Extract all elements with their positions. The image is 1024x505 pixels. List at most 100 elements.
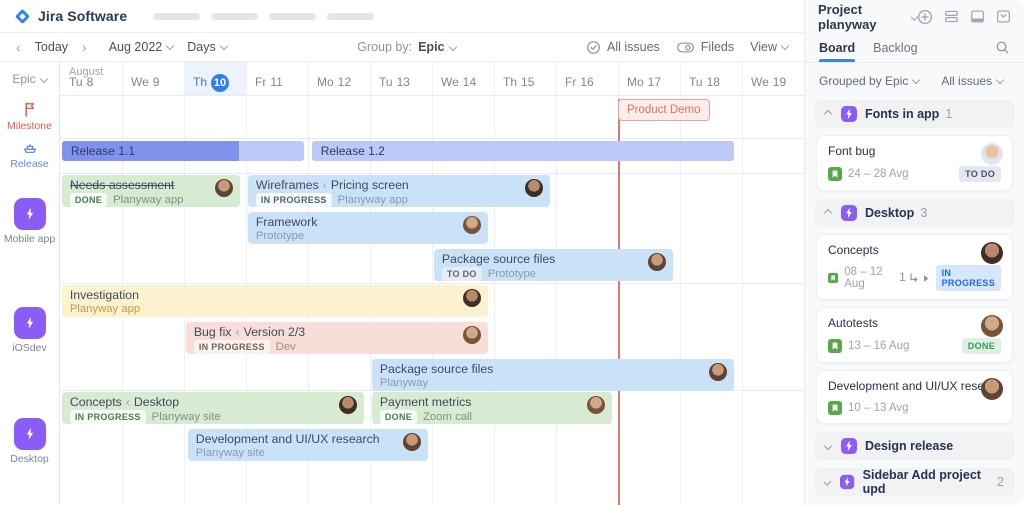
today-button[interactable]: Today — [34, 40, 69, 54]
day-header-cell[interactable]: Mo 17 — [618, 62, 680, 95]
day-header-cell[interactable]: Tu 8 — [60, 62, 122, 95]
epic-icon — [841, 106, 857, 122]
task-bar[interactable]: Development and UI/UX research Planyway s… — [187, 429, 429, 461]
group-row-milestone: Milestone — [0, 95, 59, 138]
task-subtitle: Planyway app — [69, 303, 141, 315]
release-ship-icon — [23, 143, 36, 153]
day-header-cell[interactable]: Mo 12 — [308, 62, 370, 95]
epic-icon — [841, 438, 857, 454]
all-issues-filter[interactable]: All issues — [606, 40, 660, 54]
status-badge: DONE — [961, 338, 1001, 354]
project-switcher[interactable]: Project planyway — [818, 1, 877, 32]
section-header-desktop[interactable]: Desktop 3 — [815, 199, 1014, 227]
status-badge: IN PROGRESS — [255, 193, 332, 207]
issue-card[interactable]: Font bug 24 – 28 Avg TO DO — [816, 135, 1013, 191]
task-bar[interactable]: Framework Prototype — [247, 212, 488, 244]
task-bar[interactable]: Wireframes ‹ Pricing screen IN PROGRESS Plan… — [247, 175, 550, 207]
day-weekday: We — [131, 75, 149, 89]
filter-dropdown-grouped-by-epic[interactable]: Grouped by Epic — [819, 74, 921, 88]
task-bar[interactable]: Bug fix ‹ Version 2/3 IN PROGRESS Dev — [185, 322, 488, 354]
add-button[interactable] — [917, 9, 933, 25]
group-label: Desktop — [10, 452, 49, 465]
day-header-cell[interactable]: Fr 16 — [556, 62, 618, 95]
day-weekday: Fr — [255, 75, 267, 89]
task-meta-row: DONE Planyway app — [69, 193, 232, 207]
next-arrow[interactable]: › — [82, 39, 87, 55]
section-count: 3 — [920, 206, 928, 220]
assignee-avatar — [462, 216, 481, 234]
task-bar[interactable]: Payment metrics DONE Zoom call — [371, 392, 612, 424]
group-label: Release — [10, 157, 49, 170]
card-avatar — [981, 315, 1003, 337]
view-dropdown[interactable]: View — [750, 40, 790, 54]
prev-arrow[interactable]: ‹ — [16, 39, 21, 55]
task-title: Bug fix ‹ Version 2/3 — [193, 325, 306, 339]
chevron-down-icon — [39, 74, 48, 83]
grid-row-line — [0, 95, 804, 96]
day-header-cell[interactable]: Th 15 — [494, 62, 556, 95]
fields-button[interactable]: Fileds — [700, 40, 735, 54]
task-bar[interactable]: Investigation Planyway app — [61, 285, 488, 317]
epic-column-header[interactable]: Epic — [0, 62, 59, 95]
filter-dropdown-all-issues[interactable]: All issues — [941, 74, 1005, 88]
assignee-avatar — [462, 326, 481, 344]
task-bar[interactable]: Concepts ‹ Desktop IN PROGRESS Planyway site — [61, 392, 364, 424]
day-header-cell[interactable]: Fr 11 — [246, 62, 308, 95]
sidebar-sections: Fonts in app 1 Font bug 24 – 28 Avg TO DO Des… — [805, 90, 1024, 498]
grid-row-line — [0, 138, 804, 139]
chevron-down-icon — [995, 75, 1005, 85]
chevron-down-icon — [823, 477, 832, 487]
sidebar-search[interactable] — [995, 40, 1010, 55]
task-subtitle: Prototype — [487, 268, 537, 280]
status-badge: TO DO — [959, 166, 1001, 182]
day-number: 16 — [580, 75, 594, 89]
group-by-dropdown[interactable]: Group by: Epic — [357, 40, 457, 54]
release-bar[interactable]: Release 1.2 — [311, 141, 734, 161]
day-header-cell[interactable]: We 14 — [432, 62, 494, 95]
section-header-sidebar-add-project-upd[interactable]: Sidebar Add project upd 2 — [815, 468, 1014, 496]
task-bar[interactable]: Package source files TO DO Prototype — [433, 249, 674, 281]
assignee-avatar — [524, 179, 543, 197]
section-header-design-release[interactable]: Design release — [815, 432, 1014, 460]
panel-bottom-icon[interactable] — [970, 9, 985, 24]
group-row-iosdev: iOSdev — [0, 291, 59, 370]
section-title: Fonts in app — [865, 107, 940, 121]
status-badge: IN PROGRESS — [193, 340, 270, 354]
tab-board[interactable]: Board — [819, 33, 856, 62]
task-bar[interactable]: Package source files Planyway — [371, 359, 734, 391]
issue-card[interactable]: Development and UI/UX research 10 – 13 Av… — [816, 370, 1013, 424]
day-header-cell[interactable]: Tu 13 — [370, 62, 432, 95]
milestone-flag-icon — [24, 102, 34, 117]
epic-icon — [20, 205, 39, 224]
epic-icon-box — [13, 198, 46, 231]
issue-card[interactable]: Concepts 08 – 12 Aug 1 IN PROGRESS — [816, 234, 1013, 300]
section-header-fonts-in-app[interactable]: Fonts in app 1 — [815, 100, 1014, 128]
task-subtitle: Prototype — [255, 230, 305, 242]
day-header-cell[interactable]: Th 10 — [184, 62, 246, 95]
nav-pill — [211, 12, 259, 20]
month-dropdown[interactable]: Aug 2022 — [109, 40, 175, 54]
day-header-cell[interactable]: We 19 — [742, 62, 804, 95]
task-subtitle: Planyway site — [195, 447, 265, 459]
task-bar[interactable]: Needs assessment DONE Planyway app — [61, 175, 240, 207]
task-meta-row: IN PROGRESS Planyway site — [69, 410, 356, 424]
task-meta-row: Planyway site — [196, 447, 421, 459]
tab-backlog[interactable]: Backlog — [873, 40, 918, 55]
group-row-release: Release — [0, 138, 59, 173]
day-weekday: Mo — [627, 75, 644, 89]
day-header-cell[interactable]: We 9 — [122, 62, 184, 95]
task-subtitle: Planyway — [379, 377, 429, 389]
day-header-cell[interactable]: Tu 18 — [680, 62, 742, 95]
rows-layout-icon[interactable] — [944, 9, 959, 24]
story-bookmark-icon — [828, 401, 842, 415]
day-weekday: We — [751, 75, 769, 89]
scale-dropdown[interactable]: Days — [187, 40, 228, 54]
issue-card[interactable]: Autotests 13 – 16 Aug DONE — [816, 307, 1013, 363]
milestone-marker[interactable]: Product Demo — [618, 99, 710, 121]
parent-separator: ‹ — [322, 178, 327, 192]
top-bar: Jira Software — [0, 0, 804, 33]
release-bar[interactable]: Release 1.1 — [61, 141, 305, 161]
card-meta-row: 10 – 13 Avg — [828, 401, 1001, 415]
task-subtitle: Planyway site — [151, 411, 221, 423]
panel-collapse-icon[interactable] — [996, 9, 1011, 24]
